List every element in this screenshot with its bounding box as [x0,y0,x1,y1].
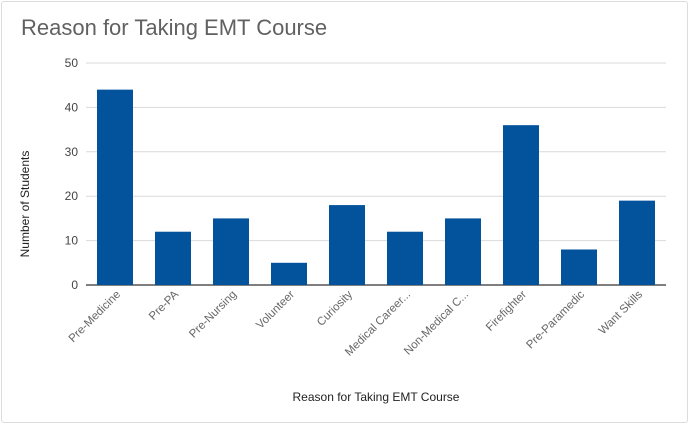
x-tick-label: Volunteer [254,289,297,332]
bar [213,218,249,285]
y-tick-label: 0 [71,278,78,292]
x-tick-label: Want Skills [597,288,646,337]
bar [503,125,539,285]
bars [97,89,655,285]
y-tick-label: 10 [65,234,79,248]
x-tick-label: Curiosity [315,288,355,328]
y-tick-label: 40 [65,100,79,114]
y-axis-title: Number of Students [18,151,32,258]
bar [445,218,481,285]
x-tick-label: Pre-Paramedic [524,288,587,351]
x-axis-title: Reason for Taking EMT Course [293,390,460,404]
y-tick-label: 50 [65,56,79,70]
bar [155,231,191,285]
bar [387,231,423,285]
y-axis-ticks: 0 10 20 30 40 50 [65,56,79,292]
chart-title: Reason for Taking EMT Course [21,15,328,40]
x-tick-label: Pre-Medicine [67,289,123,345]
bar [97,89,133,285]
x-tick-label: Pre-PA [147,288,181,322]
x-tick-label: Firefighter [484,289,529,334]
bar [561,249,597,285]
y-tick-label: 20 [65,189,79,203]
bar [271,262,307,285]
y-tick-label: 30 [65,145,79,159]
x-tick-label: Pre-Nursing [187,289,239,341]
x-axis-ticks: Pre-Medicine Pre-PA Pre-Nursing Volunteer Cu… [67,288,646,358]
x-tick-label: Non-Medical C... [402,289,471,358]
bar [619,200,655,285]
bar [329,205,365,285]
